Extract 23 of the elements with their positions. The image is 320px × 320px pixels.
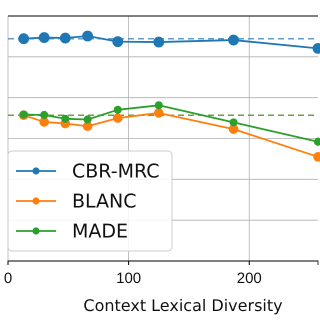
x-tick-label: 200: [236, 270, 262, 287]
point: [39, 117, 49, 127]
point: [60, 32, 71, 44]
x-tick-label: 0: [4, 270, 12, 287]
point: [84, 115, 92, 124]
point: [61, 114, 70, 123]
x-axis-title: Context Lexical Diversity: [83, 296, 283, 315]
point: [114, 106, 122, 114]
point: [40, 110, 48, 120]
point: [154, 101, 163, 110]
legend-label: CBR-MRC: [72, 160, 160, 183]
point: [229, 118, 238, 126]
point: [82, 30, 94, 42]
point: [112, 36, 124, 48]
point: [153, 36, 164, 48]
point: [18, 33, 30, 44]
point: [154, 108, 164, 118]
legend-label: MADE: [72, 220, 128, 243]
point: [228, 34, 239, 46]
legend-label: BLANC: [72, 190, 137, 213]
x-tick-label: 100: [116, 270, 142, 287]
point: [112, 113, 123, 123]
point: [38, 32, 50, 43]
